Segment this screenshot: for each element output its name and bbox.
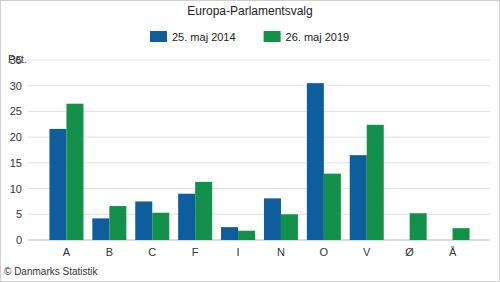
grid-line [28, 60, 490, 61]
y-label: Pct. [8, 53, 27, 65]
y-tick-label: 10 [10, 183, 22, 195]
legend-swatch [264, 31, 281, 42]
chart: Europa-Parlamentsvalg Pct. 0 5 10 15 20 25 30 35 2… [0, 0, 500, 282]
bar [453, 228, 470, 240]
bar [109, 206, 126, 240]
title: Europa-Parlamentsvalg [187, 4, 312, 18]
bar [238, 231, 255, 240]
bar [135, 201, 152, 240]
bar [307, 83, 324, 240]
y-tick-label: 25 [10, 105, 22, 117]
x-tick-label: Å [449, 246, 457, 258]
bar [221, 227, 238, 240]
bar [66, 104, 83, 240]
y-tick-label: 5 [16, 208, 22, 220]
x-tick-label: A [63, 246, 71, 258]
bar [195, 182, 212, 240]
legend-label: 25. maj 2014 [172, 31, 236, 43]
grid-line [28, 137, 490, 138]
bar [350, 155, 367, 240]
annotation: © Danmarks Statistik [4, 266, 99, 277]
bars [49, 83, 469, 240]
y-tick-label: 30 [10, 80, 22, 92]
bar [49, 129, 66, 240]
bar [410, 213, 427, 240]
y-tick-label: 20 [10, 131, 22, 143]
grid-line [28, 162, 490, 163]
bar [281, 214, 298, 240]
legend-swatch [150, 31, 167, 42]
x-tick-label: C [148, 246, 156, 258]
x-tick-label: N [277, 246, 285, 258]
y-tick-label: 35 [10, 54, 22, 66]
bar [367, 125, 384, 240]
grid-line [28, 111, 490, 112]
x-tick-label: F [192, 246, 199, 258]
x-tick-label: B [106, 246, 113, 258]
bar [324, 174, 341, 240]
y-tick-label: 15 [10, 157, 22, 169]
legend: 25. maj 2014 26. maj 2019 [150, 31, 349, 43]
frame [1, 1, 500, 282]
x-tick-label: V [363, 246, 371, 258]
bar [92, 218, 109, 240]
bar [264, 198, 281, 240]
bar [152, 213, 169, 240]
x-tick-label: Ø [405, 246, 414, 258]
x-tick-label: O [320, 246, 329, 258]
legend-label: 26. maj 2019 [286, 31, 350, 43]
bar [178, 194, 195, 240]
y-tick-label: 0 [16, 234, 22, 246]
grid-line [28, 188, 490, 189]
x-tick-label: I [237, 246, 240, 258]
grid-line [28, 85, 490, 86]
